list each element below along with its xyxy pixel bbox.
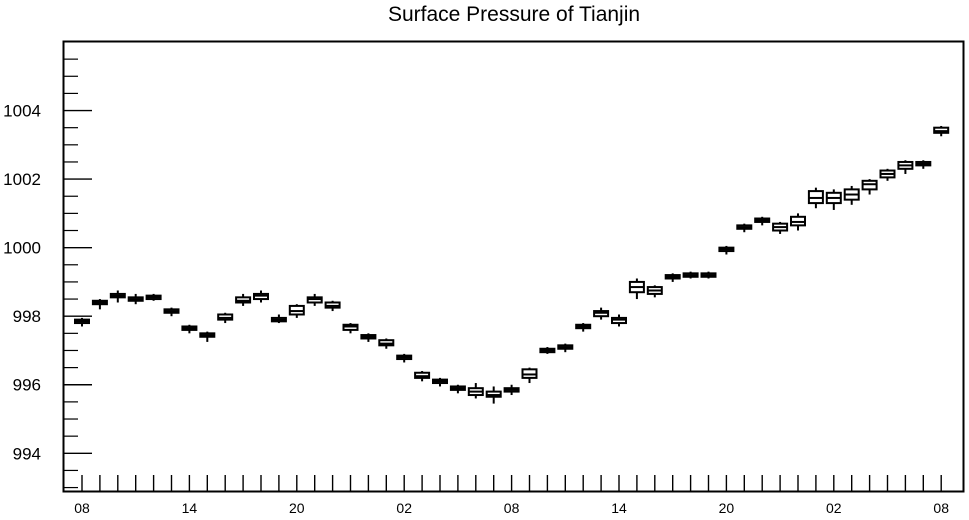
box-plot [736, 223, 753, 233]
x-tick-label: 08 [74, 500, 90, 516]
x-tick-label: 20 [719, 500, 735, 516]
y-axis: 994 996 998 1000 1002 1004 [3, 102, 92, 463]
y-minor-ticks [64, 58, 78, 489]
y-tick-label: 996 [13, 376, 41, 395]
box-plot [467, 383, 484, 399]
box-plot [575, 323, 592, 332]
y-tick-label: 1004 [3, 102, 41, 121]
x-tick-label: 20 [289, 500, 305, 516]
box-plot [396, 353, 413, 363]
box-plot [342, 323, 359, 334]
box-plot [449, 384, 466, 394]
box-plot [253, 290, 269, 303]
box-plot [718, 245, 735, 255]
x-tick-label: 02 [396, 500, 412, 516]
box-plot [485, 386, 502, 404]
box-plot [414, 371, 431, 382]
box-plot [754, 216, 771, 226]
y-tick-label: 998 [13, 307, 41, 326]
box-plot [503, 384, 520, 396]
x-tick-label: 14 [611, 500, 627, 516]
x-tick-label: 14 [182, 500, 198, 516]
box-plot [593, 307, 610, 320]
box-plot [879, 168, 896, 181]
box-plot [74, 317, 90, 327]
box-series [74, 125, 950, 404]
box-plot [628, 278, 645, 300]
y-tick-label: 994 [13, 444, 41, 463]
box-plot [306, 293, 323, 306]
box-plot [772, 221, 789, 234]
box-plot [682, 271, 699, 279]
box-plot [897, 160, 914, 174]
y-tick-label: 1000 [3, 239, 41, 258]
plot-frame [62, 40, 965, 493]
box-plot [646, 285, 663, 298]
box-plot [807, 187, 824, 209]
box-plot [915, 160, 932, 169]
box-plot [145, 293, 162, 301]
box-plot [611, 314, 627, 327]
box-plot [378, 338, 395, 349]
box-plot [199, 331, 216, 342]
box-plot [521, 367, 538, 384]
box-plot [664, 273, 681, 282]
box-plot [235, 293, 252, 306]
box-plot [288, 304, 305, 318]
x-tick-label: 08 [933, 500, 949, 516]
box-plot [700, 271, 717, 279]
box-plot [557, 343, 574, 353]
box-plot [539, 347, 556, 354]
box-plot [127, 293, 144, 305]
box-plot [324, 300, 341, 312]
x-tick-label: 08 [504, 500, 520, 516]
box-plot [432, 377, 448, 387]
box-plot [360, 333, 377, 342]
box-plot [933, 125, 950, 137]
x-tick-label: 02 [826, 500, 842, 516]
box-plot [861, 179, 878, 195]
box-plot [91, 299, 108, 310]
y-tick-label: 1002 [3, 170, 41, 189]
box-plot [825, 189, 842, 210]
box-plot [163, 307, 180, 317]
box-plot [109, 290, 126, 303]
chart-title: Surface Pressure of Tianjin [388, 3, 640, 26]
box-plot [270, 314, 287, 324]
box-plot [843, 185, 860, 205]
x-axis: 08 14 20 02 08 14 20 02 08 [74, 475, 949, 516]
box-plot [790, 213, 806, 231]
box-plot [181, 324, 198, 334]
box-plot [217, 312, 234, 324]
